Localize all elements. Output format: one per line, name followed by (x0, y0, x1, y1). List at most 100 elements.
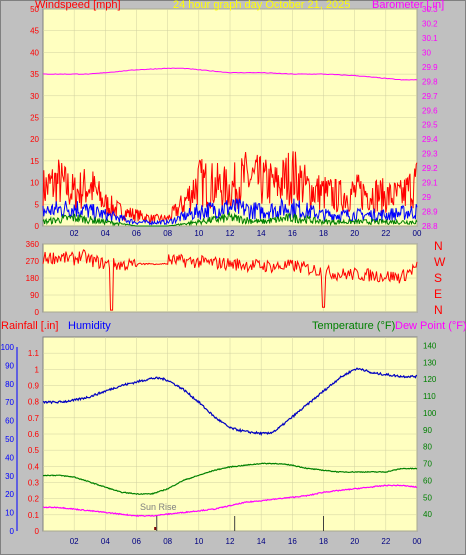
temperature-y-tick-label: 100 (423, 409, 437, 418)
humidity-x-tick-label: 16 (288, 537, 297, 546)
wind-x-tick-label: 06 (132, 229, 141, 238)
temperature-series (42, 462, 418, 496)
wind-average-series (42, 197, 418, 226)
wind-x-tick-label: 02 (70, 229, 79, 238)
humidity-x-tick-label: 02 (70, 537, 79, 546)
temperature-y-tick-label: 130 (423, 358, 437, 367)
direction-y-tick-label: 90 (30, 291, 39, 300)
temperature-y-tick-label: 60 (423, 476, 432, 485)
humidity-axis-label: Humidity (68, 320, 111, 332)
temperature-y-tick-label: 110 (423, 392, 436, 401)
humidity-x-tick-label: 08 (163, 537, 172, 546)
barometer-y-tick-label: 29.5 (422, 121, 438, 130)
humidity-series (42, 367, 418, 437)
humidity-y-tick-label: 40 (5, 453, 14, 462)
temperature-axis-label: Temperature (°F) (312, 320, 396, 332)
humidity-x-tick-label: 14 (257, 537, 266, 546)
temperature-y-tick-label: 50 (423, 493, 432, 502)
rainfall-y-tick-label: 1 (35, 365, 40, 374)
direction-y-tick-label: 360 (26, 240, 40, 249)
barometer-y-tick-label: 29.1 (422, 179, 438, 188)
wind-x-tick-label: 16 (288, 229, 297, 238)
barometer-y-tick-label: 29.6 (422, 106, 438, 115)
dewpoint-series (43, 484, 418, 518)
humidity-y-tick-label: 90 (5, 361, 14, 370)
barometer-y-tick-label: 29.7 (422, 92, 438, 101)
wind-x-tick-label: 14 (257, 229, 266, 238)
wind-y-tick-label: 45 (30, 27, 39, 36)
humidity-x-tick-label: 18 (319, 537, 328, 546)
wind-y-tick-label: 5 (35, 200, 40, 209)
temperature-y-tick-label: 140 (423, 341, 437, 350)
wind-y-tick-label: 0 (35, 222, 40, 231)
barometer-y-tick-label: 29.4 (422, 135, 438, 144)
wind-x-tick-label: 08 (163, 229, 172, 238)
rainfall-y-tick-label: 0.5 (28, 446, 40, 455)
wind-x-tick-label: 00 (413, 229, 422, 238)
barometer-series (42, 67, 418, 81)
rainfall-y-tick-label: 0.3 (28, 479, 40, 488)
barometer-y-tick-label: 30.2 (422, 19, 438, 28)
direction-y-tick-label: 270 (26, 257, 40, 266)
barometer-axis-label: Barometer [.in] (372, 0, 445, 11)
direction-label-w: W (434, 255, 446, 269)
humidity-x-tick-label: 00 (413, 537, 422, 546)
humidity-y-tick-label: 80 (5, 380, 14, 389)
barometer-y-tick-label: 30.3 (422, 5, 438, 14)
temperature-y-tick-label: 120 (423, 375, 437, 384)
rainfall-y-tick-label: 0.8 (28, 398, 40, 407)
wind-y-tick-label: 40 (30, 48, 39, 57)
humidity-x-tick-label: 22 (381, 537, 390, 546)
temperature-y-tick-label: 70 (423, 460, 432, 469)
barometer-y-tick-label: 29.2 (422, 164, 438, 173)
rainfall-y-tick-label: 0.4 (28, 462, 40, 471)
barometer-y-tick-label: 29.8 (422, 77, 438, 86)
rainfall-y-tick-label: 0.7 (28, 414, 40, 423)
rain-marker (154, 527, 157, 530)
wind-gust-series (42, 151, 418, 224)
humidity-y-tick-label: 100 (1, 343, 15, 352)
humidity-x-tick-label: 20 (350, 537, 359, 546)
wind-y-tick-label: 20 (30, 135, 39, 144)
sunrise-annotation: Sun Rise (140, 502, 177, 512)
humidity-y-tick-label: 30 (5, 472, 14, 481)
humidity-x-tick-label: 04 (101, 537, 110, 546)
direction-y-tick-label: 180 (26, 274, 40, 283)
wind-y-tick-label: 15 (30, 157, 39, 166)
rainfall-y-tick-label: 0.1 (28, 511, 40, 520)
humidity-x-tick-label: 10 (194, 537, 203, 546)
wind-low-series (42, 211, 418, 227)
barometer-y-tick-label: 29.3 (422, 150, 438, 159)
chart-title: 24 hour graph day October 21, 2025 (173, 0, 351, 11)
wind-y-tick-label: 25 (30, 114, 39, 123)
rainfall-y-tick-label: 0.9 (28, 382, 40, 391)
direction-y-tick-label: 0 (35, 308, 40, 317)
barometer-y-tick-label: 29.9 (422, 63, 438, 72)
barometer-y-tick-label: 30.1 (422, 34, 438, 43)
humidity-y-tick-label: 10 (5, 509, 14, 518)
direction-label-e: E (434, 287, 443, 301)
rainfall-y-tick-label: 0.6 (28, 430, 40, 439)
barometer-y-tick-label: 28.9 (422, 208, 438, 217)
rainfall-axis-label: Rainfall [.in] (1, 320, 59, 332)
wind-x-tick-label: 04 (101, 229, 110, 238)
barometer-y-tick-label: 30 (422, 48, 431, 57)
rainfall-y-tick-label: 0.2 (28, 495, 40, 504)
wind-x-tick-label: 22 (381, 229, 390, 238)
temperature-y-tick-label: 80 (423, 443, 432, 452)
wind-y-tick-label: 30 (30, 92, 39, 101)
wind-x-tick-label: 12 (226, 229, 235, 238)
humidity-y-tick-label: 0 (10, 527, 15, 536)
humidity-y-tick-label: 70 (5, 398, 14, 407)
windspeed-axis-label: Windspeed [mph] (35, 0, 121, 11)
wind-y-tick-label: 10 (30, 179, 39, 188)
direction-label-n-top: N (434, 239, 443, 253)
dewpoint-axis-label: Dew Point (°F) (395, 320, 466, 332)
barometer-y-tick-label: 28.8 (422, 222, 438, 231)
humidity-y-tick-label: 60 (5, 417, 14, 426)
humidity-x-tick-label: 12 (226, 537, 235, 546)
temperature-y-tick-label: 40 (423, 510, 432, 519)
barometer-y-tick-label: 29 (422, 193, 431, 202)
